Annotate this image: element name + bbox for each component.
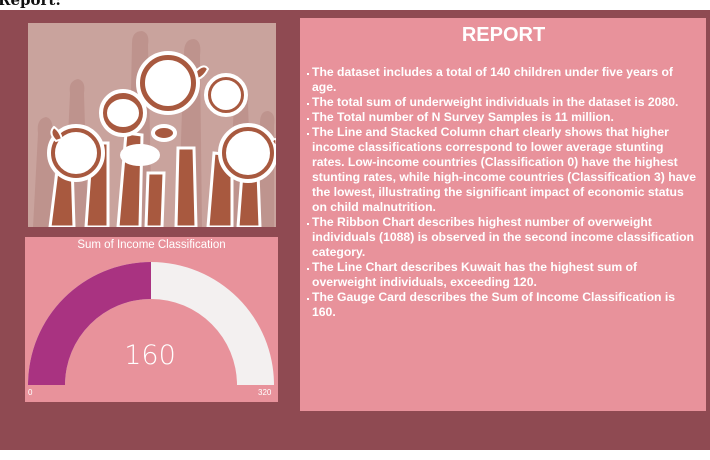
gauge-chart (28, 262, 274, 385)
report-title: REPORT (461, 24, 546, 46)
report-item: The Gauge Card describes the Sum of Inco… (307, 290, 696, 320)
report-item: The dataset includes a total of 140 chil… (307, 65, 696, 95)
gauge-max-label: 320 (258, 388, 272, 397)
gauge-value: 160 (124, 340, 176, 371)
bottom-strip (0, 450, 710, 460)
hunger-illustration (28, 23, 276, 227)
report-item: The Line and Stacked Column chart clearl… (307, 125, 696, 215)
report-item: The Total number of N Survey Samples is … (307, 110, 696, 125)
report-list: The dataset includes a total of 140 chil… (307, 65, 696, 320)
report-item: The Line Chart describes Kuwait has the … (307, 260, 696, 290)
report-item: The total sum of underweight individuals… (307, 95, 696, 110)
report-card: REPORT The dataset includes a total of 1… (300, 18, 706, 411)
raised-hands-bowls-image (28, 23, 276, 227)
report-item: The Ribbon Chart describes highest numbe… (307, 215, 696, 260)
page-header: Report: (0, 0, 710, 10)
page-title: Report: (0, 0, 61, 9)
income-classification-gauge-card[interactable]: Sum of Income Classification 160 0 320 (25, 237, 278, 402)
gauge-title: Sum of Income Classification (77, 239, 226, 251)
gauge-min-label: 0 (28, 388, 33, 397)
gauge-fill (28, 262, 151, 385)
